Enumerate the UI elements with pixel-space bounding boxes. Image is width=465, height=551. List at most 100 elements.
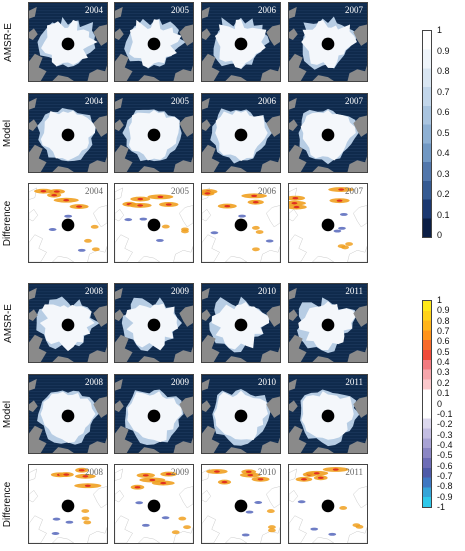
colorbar-ice-tick-label: 0.6 xyxy=(437,107,450,117)
map-panel-diff: 2010 xyxy=(201,464,281,544)
land-outline xyxy=(138,536,161,543)
land-outline xyxy=(173,246,193,262)
map-panel-diff: 2011 xyxy=(288,464,368,544)
map-panel-model: 2007 xyxy=(288,93,368,173)
positive-difference-patch xyxy=(266,509,275,514)
strong-difference-core xyxy=(160,481,167,485)
colorbar-ice-tick-label: 1 xyxy=(437,25,443,35)
strong-difference-core xyxy=(293,205,300,209)
strong-difference-core xyxy=(149,478,156,482)
map-panel-model: 2006 xyxy=(201,93,281,173)
colorbar-ice-tick-label: 0.4 xyxy=(437,148,450,158)
strong-difference-core xyxy=(332,468,339,471)
pole-hole xyxy=(321,499,335,513)
land-outline xyxy=(115,209,125,222)
year-label: 2008 xyxy=(85,467,103,477)
colorbar-diff-tick-label: -0.5 xyxy=(437,450,453,461)
negative-difference-patch xyxy=(238,214,246,218)
positive-difference-patch xyxy=(268,528,276,533)
positive-difference-patch xyxy=(181,229,189,234)
land xyxy=(353,396,367,418)
land xyxy=(225,166,247,172)
land xyxy=(225,356,247,362)
strong-difference-core xyxy=(134,486,141,489)
land xyxy=(179,24,193,46)
year-label: 2009 xyxy=(171,286,189,296)
colorbar-diff-tick-label: -0.8 xyxy=(437,481,453,492)
negative-difference-patch xyxy=(48,228,57,231)
strong-difference-core xyxy=(317,476,324,479)
strong-difference-core xyxy=(251,194,258,198)
strong-difference-core xyxy=(257,478,264,481)
land xyxy=(115,53,133,81)
negative-difference-patch xyxy=(52,517,61,521)
map-panel-diff: 2007 xyxy=(288,183,368,263)
negative-difference-patch xyxy=(265,239,274,243)
land-outline xyxy=(289,209,299,222)
land xyxy=(29,6,37,19)
land-outline xyxy=(266,205,280,228)
pole-hole xyxy=(147,318,161,332)
strong-difference-core xyxy=(247,473,254,477)
land xyxy=(353,305,367,327)
land xyxy=(312,447,334,453)
pole-hole xyxy=(234,499,248,513)
positive-difference-patch xyxy=(355,524,364,529)
strong-difference-core xyxy=(313,472,320,475)
map-panel-amsr: 2011 xyxy=(288,283,368,363)
land-outline xyxy=(115,187,124,200)
colorbar-diff-tick-label: 0.9 xyxy=(437,305,450,316)
pole-hole xyxy=(147,218,161,232)
negative-difference-patch xyxy=(77,248,86,252)
map-panel-amsr: 2008 xyxy=(28,283,108,363)
colorbar-diff-tick-label: 0.2 xyxy=(437,377,450,388)
strong-difference-core xyxy=(165,472,172,476)
land xyxy=(29,53,47,81)
land xyxy=(52,447,74,453)
land-outline xyxy=(202,515,220,543)
pole-hole xyxy=(147,128,161,142)
strong-difference-core xyxy=(53,190,60,193)
land-outline xyxy=(52,255,75,262)
strong-difference-core xyxy=(84,484,91,487)
land xyxy=(93,305,107,327)
map-panel-diff: 2009 xyxy=(114,464,194,544)
strong-difference-core xyxy=(245,470,252,473)
strong-difference-core xyxy=(204,192,211,195)
colorbar-diff-tick-label: 0.4 xyxy=(437,357,450,368)
land xyxy=(289,309,298,322)
land xyxy=(289,144,307,172)
map-panel-model: 2010 xyxy=(201,374,281,454)
strong-difference-core xyxy=(82,475,89,478)
land-outline xyxy=(260,527,280,543)
map-panel-diff: 2006 xyxy=(201,183,281,263)
colorbar-ice-tick-label: 0.8 xyxy=(437,66,450,76)
land-outline xyxy=(202,234,220,262)
pole-hole xyxy=(61,128,75,142)
pole-hole xyxy=(61,318,75,332)
land xyxy=(312,166,334,172)
land xyxy=(29,119,38,132)
negative-difference-patch xyxy=(333,229,342,233)
positive-difference-patch xyxy=(267,525,276,530)
land-outline xyxy=(179,486,193,509)
colorbar-diff-tick-label: -0.9 xyxy=(437,491,453,502)
row-label-text: Model xyxy=(2,400,14,428)
land xyxy=(202,28,211,41)
land-outline xyxy=(202,209,212,222)
land xyxy=(29,309,38,322)
colorbar-ice-tick-label: 0.7 xyxy=(437,86,450,97)
land xyxy=(52,75,74,81)
map-panel-model: 2004 xyxy=(28,93,108,173)
land xyxy=(266,396,280,418)
land-outline xyxy=(29,515,47,543)
strong-difference-core xyxy=(292,196,299,200)
land xyxy=(225,447,247,453)
year-label: 2006 xyxy=(258,186,276,196)
colorbar-diff-tick-label: 0.6 xyxy=(437,336,450,347)
positive-difference-patch xyxy=(90,224,99,229)
land-outline xyxy=(115,515,133,543)
land xyxy=(115,28,124,41)
strong-difference-core xyxy=(165,203,172,206)
colorbar-diff-tick-label: -0.7 xyxy=(437,470,453,481)
